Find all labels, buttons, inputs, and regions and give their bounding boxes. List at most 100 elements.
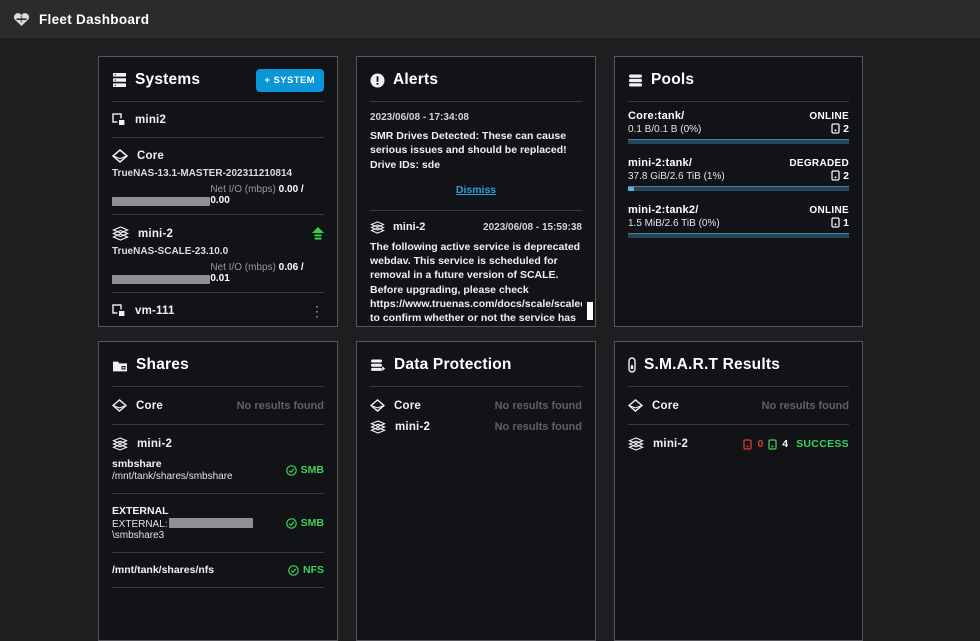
net-io-stat: Net I/O (mbps) 0.06 / 0.01: [210, 262, 324, 284]
kebab-menu-icon[interactable]: ⋮: [310, 306, 324, 316]
systems-panel: Systems + SYSTEM mini2 Core TrueNAS-13.1…: [98, 56, 338, 327]
truenas-core-icon: [628, 399, 643, 412]
truenas-scale-icon: [370, 221, 385, 234]
system-name: vm-111: [135, 305, 175, 317]
smart-stats: 0 4 SUCCESS: [743, 438, 849, 450]
truenas-scale-icon: [370, 420, 386, 434]
pools-panel: Pools Core:tank/ ONLINE 0.1 B/0.1 B (0%)…: [614, 56, 863, 327]
pool-usage: 1.5 MiB/2.6 TiB (0%): [628, 218, 720, 229]
system-row-mini2[interactable]: mini2: [112, 110, 324, 129]
pool-usage: 37.8 GiB/2.6 TiB (1%): [628, 171, 725, 182]
upgrade-available-icon[interactable]: [312, 227, 324, 241]
vm-icon: [112, 304, 126, 317]
pool-usage-bar: [628, 139, 849, 144]
pool-name: mini-2:tank2/: [628, 204, 698, 216]
smart-results-panel: S.M.A.R.T Results Core No results found …: [614, 341, 863, 641]
no-results-text: No results found: [237, 400, 324, 412]
scrollbar-thumb[interactable]: [587, 302, 593, 320]
share-row[interactable]: /mnt/tank/shares/nfs NFS: [112, 561, 324, 579]
alert-system-name: mini-2: [393, 221, 425, 233]
alerts-panel: Alerts 2023/06/08 - 17:34:08 SMR Drives …: [356, 56, 596, 327]
pool-name: mini-2:tank/: [628, 157, 692, 169]
system-name: Core: [137, 150, 164, 162]
system-row-core[interactable]: Core TrueNAS-13.1-MASTER-202311210814 Ne…: [112, 146, 324, 206]
system-name: mini2: [135, 114, 166, 126]
disk-failed-icon: [743, 439, 752, 450]
truenas-scale-icon: [112, 226, 129, 241]
net-io-stat: Net I/O (mbps) 0.00 / 0.00: [210, 184, 324, 206]
alert-timestamp: 2023/06/08 - 17:34:08: [370, 112, 582, 123]
shared-folder-icon: [112, 359, 128, 372]
pool-row[interactable]: mini-2:tank/ DEGRADED 37.8 GiB/2.6 TiB (…: [628, 157, 849, 191]
share-name: /mnt/tank/shares/nfs: [112, 564, 214, 576]
pool-usage-bar: [628, 233, 849, 238]
disk-icon: [831, 170, 840, 181]
group-system-name: mini-2: [395, 421, 430, 433]
smart-failed-count: 0: [757, 438, 763, 450]
panel-title-systems: Systems: [135, 71, 200, 89]
system-version: TrueNAS-13.1-MASTER-202311210814: [112, 168, 324, 179]
system-row-vm-111[interactable]: vm-111 ⋮: [112, 301, 324, 320]
alert-message: SMR Drives Detected: These can cause ser…: [370, 129, 582, 172]
top-bar: Fleet Dashboard: [0, 0, 980, 38]
truenas-scale-icon: [628, 437, 644, 451]
pool-usage: 0.1 B/0.1 B (0%): [628, 124, 701, 135]
disk-icon: [831, 123, 840, 134]
pool-row[interactable]: Core:tank/ ONLINE 0.1 B/0.1 B (0%) 2: [628, 110, 849, 144]
pool-status: ONLINE: [809, 111, 849, 122]
pool-status: DEGRADED: [789, 158, 849, 169]
disk-passed-icon: [768, 439, 777, 450]
add-system-button[interactable]: + SYSTEM: [256, 69, 324, 92]
redacted-hostname: [112, 197, 210, 206]
pool-disk-count: 2: [831, 170, 849, 182]
shares-group-mini-2: mini-2: [112, 433, 324, 455]
truenas-core-icon: [112, 149, 128, 163]
system-version: TrueNAS-SCALE-23.10.0: [112, 246, 324, 257]
pool-row[interactable]: mini-2:tank2/ ONLINE 1.5 MiB/2.6 TiB (0%…: [628, 204, 849, 238]
pool-disk-count: 1: [831, 217, 849, 229]
disk-icon: [831, 217, 840, 228]
alert-timestamp: 2023/06/08 - 15:59:38: [483, 222, 582, 233]
share-row[interactable]: smbshare /mnt/tank/shares/smbshare SMB: [112, 455, 324, 485]
page-title: Fleet Dashboard: [39, 12, 149, 27]
redacted-hostname: [112, 275, 210, 284]
truecommand-logo-heart-icon: [13, 12, 30, 27]
shares-panel: Shares Core No results found mini-2 smbs…: [98, 341, 338, 641]
check-circle-icon: [286, 465, 297, 476]
system-row-mini-2[interactable]: mini-2 TrueNAS-SCALE-23.10.0 Net I/O (mb…: [112, 223, 324, 284]
share-path: EXTERNAL:\smbshare3: [112, 518, 286, 541]
pool-name: Core:tank/: [628, 110, 684, 122]
no-results-text: No results found: [495, 421, 582, 433]
alert-item: 2023/06/08 - 17:34:08 SMR Drives Detecte…: [370, 110, 582, 202]
share-name: smbshare: [112, 458, 233, 470]
data-protection-panel: Data Protection Core No results found mi…: [356, 341, 596, 641]
check-circle-icon: [286, 518, 297, 529]
share-protocol-badge: SMB: [286, 517, 324, 529]
panel-title-alerts: Alerts: [393, 71, 438, 89]
share-name: EXTERNAL: [112, 505, 286, 517]
truenas-scale-icon: [112, 437, 128, 451]
share-path: /mnt/tank/shares/smbshare: [112, 471, 233, 482]
dismiss-link[interactable]: Dismiss: [456, 184, 496, 196]
share-protocol-badge: NFS: [288, 564, 324, 576]
disk-stack-sync-icon: [370, 358, 386, 373]
vm-icon: [112, 113, 126, 126]
smart-row-core: Core No results found: [628, 395, 849, 416]
smart-passed-count: 4: [782, 438, 788, 450]
group-system-name: Core: [652, 400, 679, 412]
truenas-core-icon: [112, 399, 127, 412]
server-stack-icon: [112, 72, 127, 88]
alert-item: mini-2 2023/06/08 - 15:59:38 The followi…: [370, 219, 582, 327]
pool-disk-count: 2: [831, 123, 849, 135]
smart-row-mini-2: mini-2 0 4 SUCCESS: [628, 433, 849, 455]
smart-status: SUCCESS: [796, 438, 849, 450]
check-circle-icon: [288, 565, 299, 576]
share-row[interactable]: EXTERNAL EXTERNAL:\smbshare3 SMB: [112, 502, 324, 544]
no-results-text: No results found: [495, 400, 582, 412]
group-system-name: Core: [394, 400, 421, 412]
group-system-name: mini-2: [137, 438, 172, 450]
data-protection-row-core: Core No results found: [370, 395, 582, 416]
share-protocol-badge: SMB: [286, 464, 324, 476]
truenas-core-icon: [370, 399, 385, 412]
panel-title-shares: Shares: [136, 356, 189, 374]
